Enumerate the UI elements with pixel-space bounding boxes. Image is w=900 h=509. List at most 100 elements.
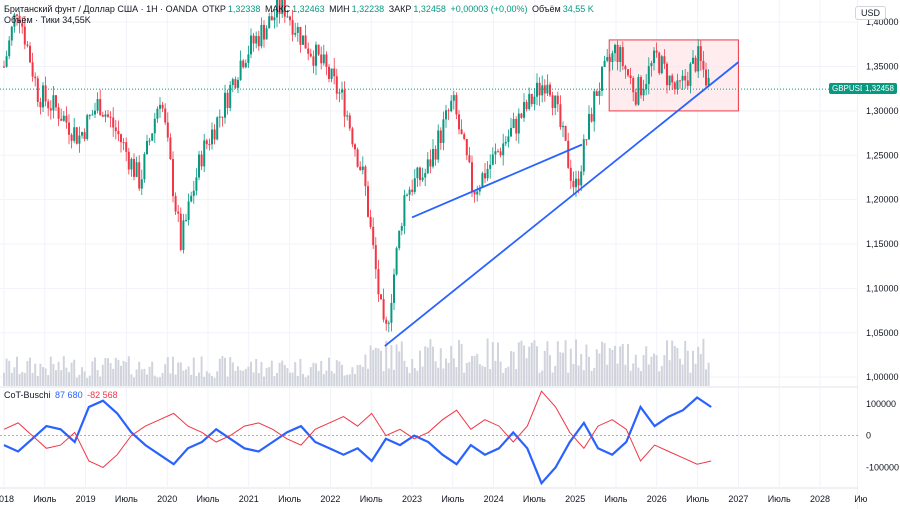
volume-bar xyxy=(138,361,141,386)
volume-bar xyxy=(627,344,629,386)
candle-body xyxy=(491,154,494,165)
volume-bar xyxy=(203,376,206,386)
volume-bar xyxy=(42,367,44,386)
trendline[interactable] xyxy=(384,61,739,347)
candle-body xyxy=(575,178,577,188)
candle-body xyxy=(99,99,102,116)
volume-bar xyxy=(169,373,172,386)
volume-bar xyxy=(374,347,377,386)
cot-tick-label: 0 xyxy=(866,431,871,441)
volume-bar xyxy=(367,368,369,386)
candle-body xyxy=(289,16,291,21)
volume-bar xyxy=(216,371,219,386)
candle-body xyxy=(172,159,174,197)
candle-body xyxy=(671,75,674,83)
volume-bar xyxy=(299,358,302,386)
candle-body xyxy=(351,128,354,145)
volume-bar xyxy=(192,357,195,386)
volume-bar xyxy=(8,360,11,386)
candle-body xyxy=(146,140,148,154)
volume-bar xyxy=(697,346,700,386)
volume-bar xyxy=(512,351,515,386)
candle-body xyxy=(377,269,380,295)
volume-bar xyxy=(78,374,81,386)
candle-body xyxy=(114,127,117,131)
trendline[interactable] xyxy=(411,143,583,219)
volume-bar xyxy=(107,358,109,386)
volume-bar xyxy=(606,364,609,386)
volume-bar xyxy=(291,372,294,386)
volume-bar xyxy=(575,339,577,386)
time-tick-label: Июль xyxy=(278,494,301,504)
volume-bar xyxy=(127,356,130,386)
candle-body xyxy=(127,151,130,170)
candle-body xyxy=(125,142,128,152)
candle-body xyxy=(218,116,221,118)
candle-body xyxy=(174,196,177,212)
volume-bar xyxy=(660,365,663,386)
volume-bar xyxy=(179,362,182,386)
volume-bar xyxy=(533,340,536,386)
time-tick-label: 2024 xyxy=(484,494,504,504)
volume-bar xyxy=(328,357,330,386)
volume-bar xyxy=(611,349,614,386)
volume-bar xyxy=(543,350,546,386)
candle-body xyxy=(244,63,247,68)
candle-body xyxy=(543,85,546,94)
time-tick-label: 2020 xyxy=(157,494,177,504)
candle-body xyxy=(549,84,551,96)
cot-series-blue xyxy=(3,396,712,486)
volume-bar xyxy=(458,340,460,386)
volume-bar xyxy=(679,358,681,386)
candle-body xyxy=(577,178,580,186)
range-box[interactable] xyxy=(608,39,739,112)
volume-bar xyxy=(153,375,156,386)
candle-body xyxy=(96,99,99,111)
candle-body xyxy=(252,35,255,44)
candle-body xyxy=(153,118,156,134)
volume-bar xyxy=(65,367,68,386)
volume-bar xyxy=(356,365,359,386)
volume-bar xyxy=(281,360,284,386)
candle-body xyxy=(42,85,44,108)
trendlines[interactable] xyxy=(384,61,739,347)
volume-bar xyxy=(465,362,468,386)
candle-body xyxy=(637,77,640,105)
volume-bar xyxy=(653,353,655,386)
volume-bar xyxy=(481,365,484,386)
candle-body xyxy=(450,100,453,112)
volume-bar xyxy=(244,368,247,386)
price-axis: 1,40000 1,35000 1,30000 1,25000 1,20000 1,150… xyxy=(858,0,900,509)
candle-body xyxy=(260,24,263,47)
volume-bar xyxy=(663,355,666,386)
candle-body xyxy=(330,68,333,79)
volume-bar xyxy=(614,345,616,386)
volume-bar xyxy=(400,341,403,386)
volume-bar xyxy=(198,372,200,386)
currency-unit-button[interactable]: USD xyxy=(854,6,886,20)
candle-body xyxy=(408,189,411,195)
volume-bar xyxy=(3,372,5,386)
candle-body xyxy=(705,69,707,86)
time-tick-label: Июль xyxy=(360,494,383,504)
volume-bar xyxy=(338,361,341,386)
candle-body xyxy=(507,136,510,142)
candle-body xyxy=(367,186,369,217)
volume-bar xyxy=(343,375,346,386)
volume-bar xyxy=(419,350,421,386)
volume-bar xyxy=(156,377,159,386)
last-price-tag: 1,32458 xyxy=(862,83,897,95)
candle-body xyxy=(582,139,585,172)
candle-body xyxy=(413,178,416,192)
volume-bar xyxy=(130,374,133,386)
candle-body xyxy=(57,107,60,119)
volume-bar xyxy=(499,361,502,386)
volume-bar xyxy=(346,374,349,386)
candle-body xyxy=(226,92,229,109)
volume-bar xyxy=(689,372,692,386)
candle-body xyxy=(595,91,598,97)
volume-bar xyxy=(166,357,169,386)
volume-bar xyxy=(403,360,406,386)
cot-blue-value: 87 680 xyxy=(55,390,83,400)
